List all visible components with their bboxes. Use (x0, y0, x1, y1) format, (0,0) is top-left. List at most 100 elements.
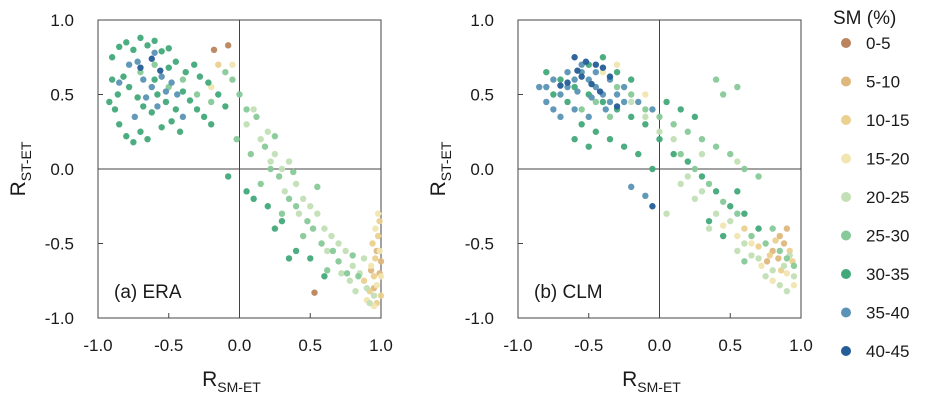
data-point (564, 98, 571, 106)
data-point (585, 143, 592, 150)
series-10-15 (215, 61, 385, 307)
data-point (734, 83, 741, 91)
data-point (649, 106, 656, 113)
data-point (376, 247, 383, 255)
data-point (148, 109, 155, 116)
data-point (370, 292, 378, 299)
x-axis-label: RSM-ET (202, 368, 261, 395)
data-point (229, 76, 236, 83)
data-point (261, 143, 269, 150)
data-point (299, 232, 307, 240)
data-point (613, 61, 621, 68)
data-point (574, 88, 581, 95)
data-point (592, 128, 600, 135)
y-tick-label: 1.0 (50, 11, 74, 30)
data-point (790, 282, 798, 289)
data-point (670, 150, 677, 158)
data-point (114, 91, 122, 98)
data-point (748, 252, 755, 259)
data-point (172, 58, 180, 65)
data-point (285, 158, 293, 165)
y-tick-label: -1.0 (45, 309, 74, 328)
data-point (318, 240, 325, 247)
y-tick-label: -0.5 (465, 235, 494, 254)
data-point (290, 168, 297, 176)
data-point (335, 240, 342, 247)
series-10-15 (741, 225, 796, 274)
data-point (196, 73, 204, 80)
data-point (148, 83, 155, 91)
data-point (349, 252, 356, 259)
data-point (151, 49, 158, 56)
data-point (790, 273, 798, 280)
data-point (635, 150, 642, 158)
legend-label: 0-5 (866, 34, 891, 53)
data-point (628, 98, 635, 106)
x-tick-label: -0.5 (154, 336, 183, 355)
legend-label: 25-30 (866, 227, 909, 246)
data-point (172, 106, 180, 113)
data-point (571, 76, 578, 83)
data-point (355, 273, 362, 280)
data-point (620, 143, 628, 150)
y-axis-label-sub: ST-ET (18, 141, 34, 181)
legend-swatch (841, 230, 851, 241)
data-point (755, 255, 762, 262)
data-point (162, 88, 170, 95)
series-25-30 (578, 76, 798, 270)
data-point (606, 113, 614, 121)
data-point (338, 270, 345, 277)
data-point (585, 113, 592, 121)
data-point (663, 98, 670, 106)
data-point (734, 210, 741, 217)
data-point (755, 173, 762, 180)
data-point (370, 273, 378, 280)
data-point (125, 83, 133, 91)
data-point (663, 210, 670, 217)
data-point (191, 61, 198, 68)
data-point (140, 103, 147, 110)
data-point (705, 180, 713, 188)
data-point (748, 232, 755, 240)
data-point (278, 217, 286, 225)
legend-label: 10-15 (866, 111, 909, 130)
data-point (108, 54, 116, 61)
data-point (131, 113, 138, 121)
legend-swatch (841, 269, 851, 279)
data-point (734, 247, 741, 255)
data-point (352, 287, 359, 295)
data-point (775, 255, 782, 262)
data-point (684, 173, 691, 180)
data-point (578, 106, 585, 113)
data-point (588, 80, 595, 88)
data-point (588, 94, 595, 101)
data-point (130, 46, 137, 53)
data-point (134, 94, 141, 101)
data-point (157, 67, 164, 74)
data-point (372, 225, 379, 232)
data-point (174, 91, 181, 98)
data-point (154, 91, 161, 98)
data-point (536, 83, 543, 91)
data-point (292, 247, 300, 255)
data-point (769, 225, 776, 232)
data-point (208, 98, 215, 106)
data-point (557, 76, 564, 83)
data-point (606, 98, 614, 106)
data-point (691, 113, 699, 121)
data-point (628, 113, 635, 121)
data-point (762, 240, 769, 247)
legend-label: 5-10 (866, 73, 900, 92)
data-point (292, 180, 300, 188)
data-point (299, 195, 307, 202)
data-point (684, 128, 691, 135)
data-point (613, 103, 621, 110)
y-tick-label: 1.0 (470, 11, 494, 30)
data-point (712, 210, 720, 217)
data-point (574, 67, 581, 74)
data-point (144, 136, 151, 143)
legend: SM (%) 0-5 5-10 10-15 15-20 20-25 25-30 30-35 3… (833, 8, 909, 361)
data-point (108, 76, 116, 83)
data-point (116, 79, 123, 86)
data-point (324, 267, 331, 274)
